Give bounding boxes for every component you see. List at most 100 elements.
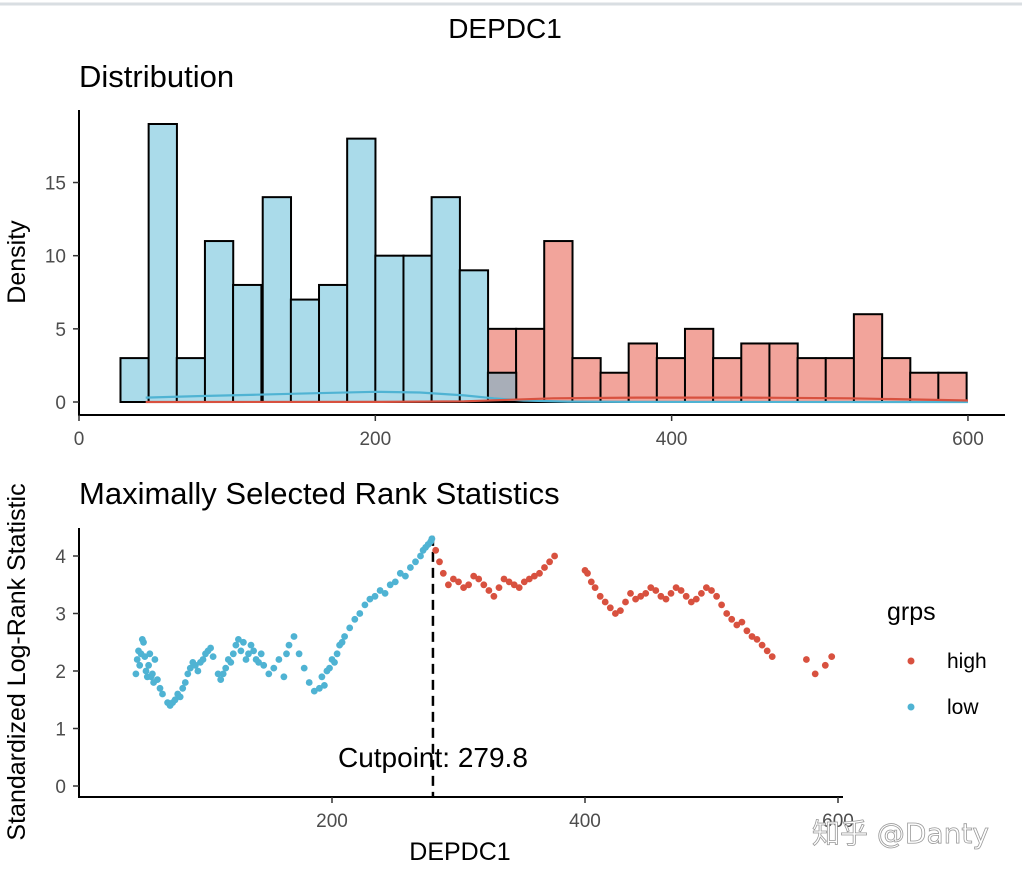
high-bar	[543, 240, 574, 403]
low-point	[184, 670, 192, 678]
high-point	[439, 569, 447, 577]
low-point	[407, 564, 414, 571]
high-point	[606, 604, 614, 612]
high-point	[672, 584, 680, 591]
low-point	[321, 682, 328, 689]
low-point	[396, 569, 404, 577]
high-point	[520, 578, 528, 586]
low-point	[280, 673, 288, 681]
low-point	[346, 624, 354, 632]
high-point	[601, 598, 609, 606]
low-point	[227, 659, 235, 666]
high-point	[460, 584, 467, 591]
scatter-points	[132, 535, 836, 709]
high-bar	[683, 327, 715, 403]
legend-low-label: low	[947, 696, 979, 719]
high-point	[748, 633, 756, 640]
high-point	[657, 592, 665, 600]
high-point	[541, 564, 548, 571]
y-tick-label: 15	[45, 174, 66, 195]
low-point	[242, 656, 250, 663]
distribution-ticks: 0 200 400 600 0 5 10 15	[45, 174, 984, 450]
low-bar	[402, 254, 433, 403]
low-point	[194, 667, 202, 675]
high-density-curve	[145, 396, 969, 404]
y-tick-label: 3	[55, 605, 66, 626]
low-point	[156, 684, 164, 692]
low-point	[186, 664, 194, 672]
high-point	[763, 647, 771, 655]
rank-statistics-ticks: 200 400 600 0 1 2 3 4	[55, 547, 853, 832]
low-point	[283, 650, 290, 658]
low-point	[412, 558, 419, 566]
high-point	[642, 590, 650, 597]
high-point	[622, 598, 629, 606]
high-bar	[909, 371, 940, 404]
high-bar	[796, 357, 827, 403]
cutpoint-group: Cutpoint: 279.8	[338, 535, 528, 797]
x-tick-label: 400	[656, 429, 688, 450]
low-bar	[289, 298, 321, 403]
x-tick-label: 600	[952, 429, 984, 450]
y-tick-label: 5	[55, 320, 66, 341]
low-point	[133, 656, 141, 663]
low-point	[237, 647, 245, 655]
high-point	[828, 653, 836, 660]
high-point	[546, 558, 553, 566]
x-tick-label: 0	[74, 429, 85, 450]
high-point	[703, 584, 710, 591]
low-point	[310, 687, 318, 695]
low-point	[132, 670, 140, 678]
high-bar	[655, 357, 687, 403]
low-point	[176, 693, 184, 701]
low-bar	[232, 283, 263, 403]
high-point	[647, 584, 655, 591]
low-point	[417, 552, 424, 560]
high-point	[465, 581, 472, 589]
x-tick-label: 200	[359, 429, 391, 450]
low-point	[209, 653, 217, 660]
low-point	[333, 650, 341, 658]
low-point	[145, 661, 153, 669]
high-point	[637, 592, 645, 600]
low-point	[361, 601, 369, 609]
high-point	[510, 581, 518, 589]
low-point	[149, 670, 156, 678]
watermark: 知乎 @Danty	[812, 817, 989, 850]
low-point	[250, 647, 257, 655]
low-point	[381, 590, 389, 597]
low-point	[219, 670, 227, 678]
low-point	[391, 578, 399, 586]
high-point	[551, 552, 558, 560]
low-point	[338, 638, 346, 646]
low-point	[270, 664, 278, 672]
high-point	[718, 601, 725, 609]
legend-title: grps	[887, 598, 936, 626]
high-point	[728, 615, 736, 623]
high-point	[455, 578, 462, 586]
high-point	[723, 610, 731, 617]
low-point	[214, 670, 222, 678]
high-point	[803, 656, 810, 663]
y-tick-label: 0	[55, 393, 66, 414]
high-point	[584, 569, 591, 577]
high-point	[445, 581, 452, 589]
high-point	[531, 572, 538, 580]
high-point	[743, 627, 751, 635]
low-point	[199, 656, 207, 663]
log-rank-axis-title: Standardized Log-Rank Statistic	[3, 483, 31, 840]
high-point	[713, 592, 720, 600]
high-point	[525, 575, 533, 583]
low-point	[245, 650, 252, 658]
high-bar	[712, 357, 743, 403]
high-point	[475, 575, 483, 583]
low-point	[295, 650, 303, 658]
low-point	[140, 638, 147, 646]
low-point	[402, 572, 409, 580]
low-bar	[346, 137, 377, 403]
low-point	[154, 676, 161, 683]
high-point	[500, 575, 508, 583]
low-point	[305, 679, 313, 686]
low-point	[141, 653, 149, 660]
low-point	[257, 650, 265, 658]
